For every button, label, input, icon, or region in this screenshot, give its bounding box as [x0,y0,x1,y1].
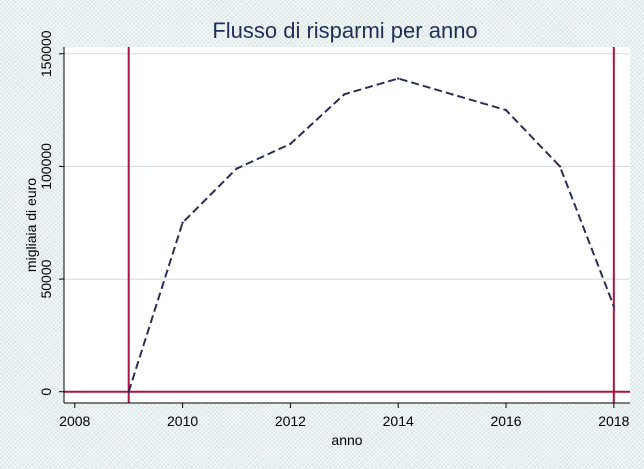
axes: 0 50000 100000 150000 2008 2010 2012 2014 2016 20… [38,30,630,429]
data-point-2017 [558,165,562,168]
x-tick-label-2018: 2018 [598,413,629,429]
data-point-2014 [397,77,400,80]
x-tick-label-2010: 2010 [167,413,198,429]
x-tick-label-2014: 2014 [383,413,414,429]
x-tick-label-2008: 2008 [59,413,90,429]
data-point-2018 [612,304,616,308]
reference-lines [64,47,630,403]
y-axis-label: migliaia di euro [23,178,39,272]
data-point-2016 [504,108,508,112]
y-tick-label-150000: 150000 [38,30,54,77]
series-layer [127,77,616,393]
plot-area [64,47,630,403]
x-axis-label: anno [331,432,362,448]
y-tick-label-100000: 100000 [38,143,54,190]
x-tick-label-2012: 2012 [275,413,306,429]
chart-title: Flusso di risparmi per anno [212,18,477,43]
data-point-2009 [127,390,130,393]
series-line-0 [127,77,615,393]
x-tick-label-2016: 2016 [490,413,521,429]
data-point-2012 [289,142,292,146]
data-point-2015 [450,93,454,96]
data-point-2011 [235,167,238,170]
data-point-2010 [181,221,184,224]
data-point-2013 [343,93,346,96]
y-tick-label-50000: 50000 [38,259,54,298]
y-tick-label-0: 0 [38,388,54,396]
